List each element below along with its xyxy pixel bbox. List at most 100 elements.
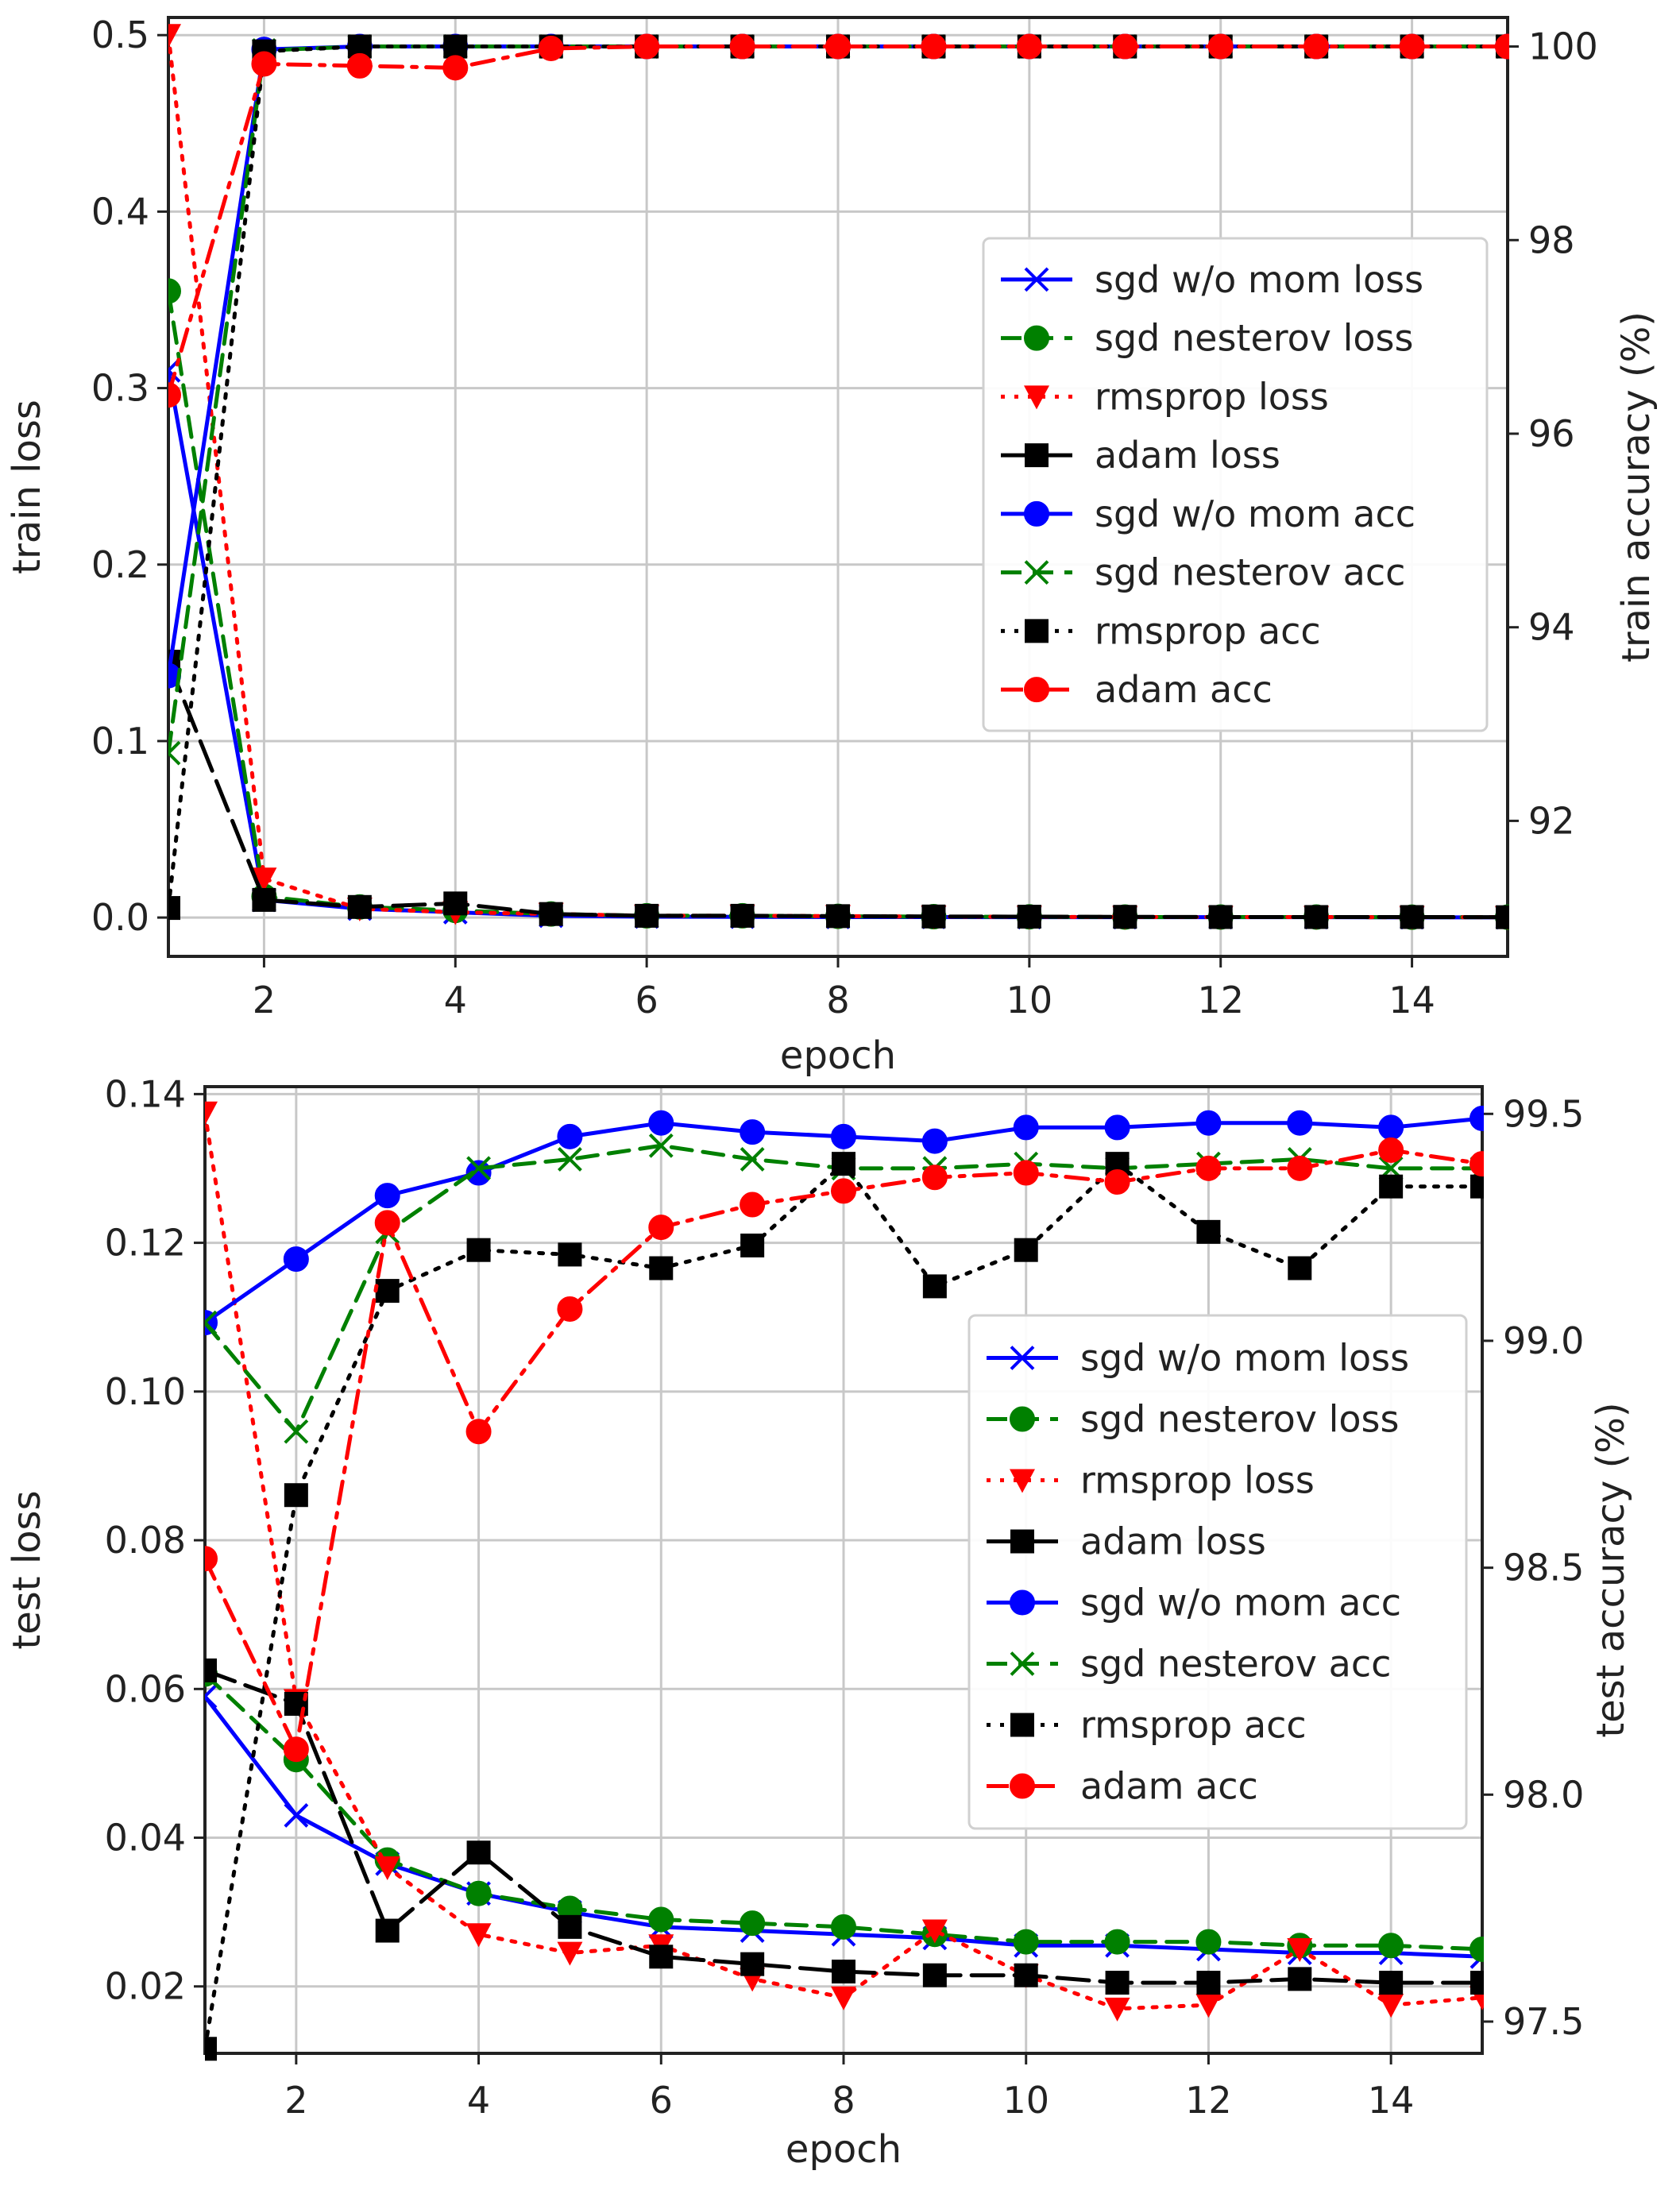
y-tick-label: 0.5	[91, 14, 149, 56]
y-tick-label: 0.06	[105, 1667, 186, 1710]
data-point	[921, 1164, 948, 1191]
x-tick-label: 12	[1185, 2079, 1232, 2122]
legend-marker	[1010, 1713, 1034, 1737]
data-point	[1013, 1160, 1039, 1186]
data-point	[832, 1152, 855, 1176]
data-point	[1196, 1971, 1221, 1995]
legend-item: adam acc	[987, 1765, 1258, 1808]
data-point	[648, 1215, 674, 1241]
data-point	[558, 1147, 582, 1172]
legend-label: adam acc	[1095, 668, 1273, 711]
data-point	[740, 1147, 765, 1172]
data-point	[1287, 1155, 1313, 1181]
legend-marker	[1024, 677, 1049, 703]
data-point	[557, 1123, 583, 1149]
data-point	[1378, 1994, 1404, 2018]
data-point	[1470, 1936, 1484, 1962]
data-point	[558, 1914, 582, 1939]
legend-marker	[1010, 1469, 1035, 1493]
data-point	[634, 33, 660, 60]
y2-tick-label: 99.5	[1503, 1092, 1584, 1135]
data-point	[831, 1123, 856, 1149]
data-point	[443, 34, 468, 59]
legend-marker	[1024, 385, 1049, 410]
legend-marker	[1025, 443, 1049, 468]
legend-item: sgd w/o mom acc	[987, 1582, 1401, 1624]
legend-item: rmsprop loss	[987, 1459, 1315, 1502]
data-point	[1379, 1174, 1404, 1199]
data-point	[1105, 1971, 1130, 1995]
y2-tick-label: 99.0	[1503, 1319, 1584, 1362]
legend-label: sgd w/o mom loss	[1095, 258, 1423, 301]
data-point	[539, 902, 563, 926]
data-point	[1014, 1963, 1038, 1987]
data-point	[284, 1419, 309, 1444]
legend-label: sgd w/o mom loss	[1080, 1337, 1409, 1380]
x-tick-label: 6	[650, 2079, 673, 2122]
data-point	[442, 55, 469, 81]
legend-marker	[1024, 267, 1049, 292]
data-point	[832, 1960, 855, 1984]
data-point	[922, 1274, 947, 1299]
train-chart-panel: 2 4 6 8 10 12 14 0.0 0.1 0.2 0.3 0.4 0.5 92 94 96 98 100 e…	[5, 14, 1659, 1078]
data-point	[740, 1952, 765, 1976]
y-tick-label: 0.14	[105, 1072, 186, 1115]
data-point	[284, 1803, 309, 1828]
data-point	[1304, 905, 1329, 929]
legend-label: adam acc	[1080, 1765, 1258, 1808]
x-tick-label: 10	[1006, 979, 1053, 1022]
y-tick-label: 0.10	[105, 1370, 186, 1413]
data-point	[205, 1658, 217, 1682]
data-point	[284, 1483, 308, 1508]
data-point	[1495, 33, 1509, 60]
data-point	[1496, 905, 1509, 929]
data-point	[557, 1941, 583, 1966]
x-tick-label: 14	[1368, 2079, 1415, 2122]
data-point	[921, 33, 947, 60]
data-point	[1013, 1114, 1039, 1141]
train-legend: sgd w/o mom loss sgd nesterov loss rmsprop…	[982, 237, 1489, 732]
data-point	[466, 1156, 491, 1181]
data-point	[1207, 33, 1234, 60]
x-tick-label: 4	[444, 979, 467, 1022]
legend-label: rmsprop loss	[1080, 1459, 1315, 1502]
data-point	[921, 1919, 948, 1944]
legend-item: sgd nesterov loss	[987, 1398, 1400, 1441]
legend-box	[982, 237, 1489, 732]
legend-label: rmsprop acc	[1080, 1704, 1307, 1747]
legend-marker	[1010, 1406, 1035, 1432]
data-point	[252, 887, 276, 912]
test-chart-panel: 2 4 6 8 10 12 14 0.02 0.04 0.06 0.08 0.10 0.12 0.14 97…	[5, 1072, 1633, 2172]
series-sgd-w-o-mom-acc	[205, 1105, 1484, 1336]
data-point	[557, 1296, 583, 1322]
data-point	[1470, 1151, 1484, 1177]
legend-item: sgd w/o mom acc	[1001, 492, 1415, 535]
data-point	[251, 867, 277, 892]
data-point	[635, 903, 659, 928]
data-point	[375, 1918, 400, 1943]
data-point	[1195, 1110, 1222, 1136]
data-point	[740, 1191, 766, 1218]
data-point	[168, 24, 181, 48]
legend-item: sgd nesterov acc	[1001, 551, 1405, 594]
x-tick-label: 12	[1197, 979, 1244, 1022]
x-tick-label: 2	[284, 2079, 307, 2122]
data-point	[374, 1210, 400, 1236]
legend-marker	[1010, 1651, 1035, 1676]
data-point	[1196, 1219, 1221, 1244]
y-tick-label: 0.02	[105, 1965, 186, 2008]
data-point	[826, 904, 850, 929]
train-y2-axis-label: train accuracy (%)	[1614, 311, 1659, 662]
test-x-axis-label: epoch	[786, 2127, 902, 2172]
legend-label: sgd w/o mom acc	[1080, 1582, 1401, 1624]
series-line	[205, 1672, 1484, 1952]
data-point	[740, 1233, 765, 1257]
data-point	[1195, 1929, 1222, 1955]
data-point	[1470, 1174, 1484, 1199]
legend-label: rmsprop acc	[1095, 609, 1321, 652]
data-point	[168, 740, 181, 766]
y-tick-label: 0.1	[91, 720, 149, 763]
data-point	[374, 1183, 400, 1209]
legend-label: sgd nesterov acc	[1095, 551, 1405, 594]
legend-item: sgd w/o mom loss	[987, 1337, 1409, 1380]
